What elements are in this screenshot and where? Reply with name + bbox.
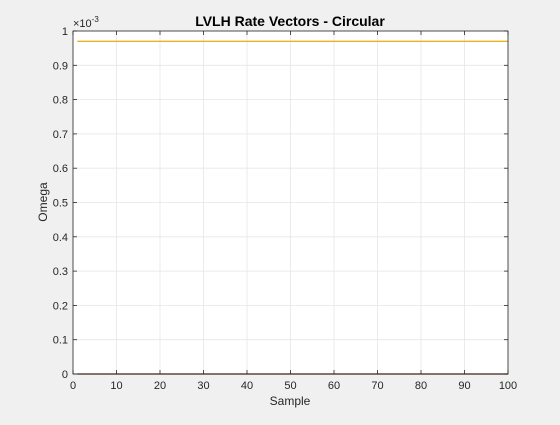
y-exponent-label: ×10-3 — [73, 15, 99, 30]
x-tick-label: 50 — [284, 380, 296, 392]
x-tick-label: 80 — [415, 380, 427, 392]
y-exponent-power: -3 — [92, 15, 100, 24]
y-tick-label: 1 — [62, 26, 68, 38]
x-tick-label: 20 — [154, 380, 166, 392]
y-tick-label: 0.9 — [53, 60, 68, 72]
y-tick-label: 0.5 — [53, 198, 68, 210]
y-tick-label: 0.4 — [53, 232, 68, 244]
y-tick-label: 0.3 — [53, 266, 68, 278]
x-tick-label: 10 — [110, 380, 122, 392]
x-tick-label: 90 — [458, 380, 470, 392]
x-tick-label: 100 — [499, 380, 517, 392]
y-tick-label: 0.1 — [53, 335, 68, 347]
x-tick-label: 40 — [241, 380, 253, 392]
y-tick-labels: 0 0.1 0.2 0.3 0.4 0.5 0.6 0.7 0.8 0.9 1 — [53, 26, 68, 381]
x-tick-labels: 0 10 20 30 40 50 60 70 80 90 100 — [70, 380, 517, 392]
y-exponent-base: ×10 — [73, 18, 92, 30]
x-axis-label: Sample — [270, 394, 311, 408]
y-tick-label: 0.2 — [53, 300, 68, 312]
x-tick-label: 60 — [328, 380, 340, 392]
y-tick-label: 0.7 — [53, 129, 68, 141]
y-tick-label: 0.8 — [53, 95, 68, 107]
chart-title: LVLH Rate Vectors - Circular — [195, 13, 385, 29]
x-tick-label: 0 — [70, 380, 76, 392]
y-tick-label: 0.6 — [53, 163, 68, 175]
tick-marks — [72, 30, 509, 375]
x-tick-label: 70 — [371, 380, 383, 392]
x-tick-label: 30 — [197, 380, 209, 392]
y-tick-label: 0 — [62, 369, 68, 381]
y-axis-label: Omega — [36, 182, 50, 222]
